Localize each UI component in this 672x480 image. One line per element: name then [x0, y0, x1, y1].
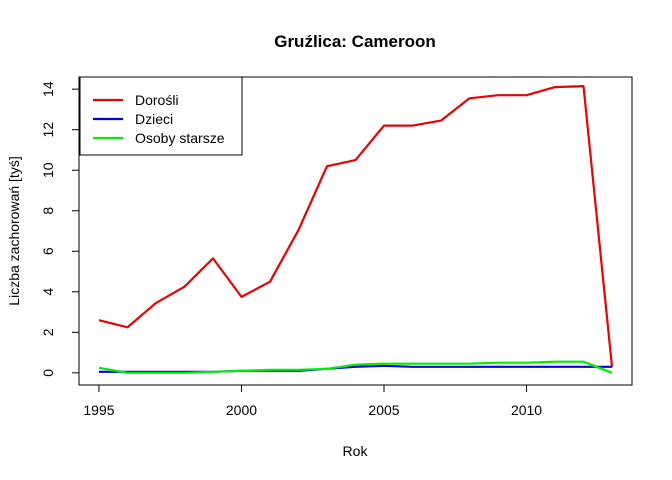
x-tick-label: 1995 [83, 402, 114, 418]
legend-box [79, 76, 243, 156]
x-tick-label: 2005 [368, 402, 399, 418]
y-tick-label: 14 [40, 81, 56, 97]
x-axis: 1995 2000 2005 2010 [83, 384, 542, 418]
y-tick-label: 4 [40, 288, 56, 296]
legend-label: Dorośli [135, 92, 179, 108]
y-tick-label: 2 [40, 328, 56, 336]
y-tick-label: 0 [40, 369, 56, 377]
series-line-2 [99, 364, 612, 373]
legend-label: Osoby starsze [135, 130, 225, 146]
x-tick-label: 2000 [226, 402, 257, 418]
y-axis: 0 2 4 6 8 10 12 14 [40, 81, 80, 377]
y-tick-label: 6 [40, 247, 56, 255]
series-layer [98, 84, 614, 374]
x-tick-label: 2010 [511, 402, 542, 418]
series-line-3 [98, 360, 613, 374]
legend-label: Dzieci [135, 111, 173, 127]
y-tick-label: 12 [40, 122, 56, 138]
chart-title: Gruźlica: Cameroon [274, 32, 436, 51]
y-tick-label: 10 [40, 162, 56, 178]
y-tick-label: 8 [40, 207, 56, 215]
series-line-1 [98, 84, 614, 367]
x-axis-label: Rok [343, 443, 369, 459]
legend: Dorośli Dzieci Osoby starsze [79, 76, 243, 156]
y-axis-label: Liczba zachorowań [tyś] [6, 156, 22, 305]
